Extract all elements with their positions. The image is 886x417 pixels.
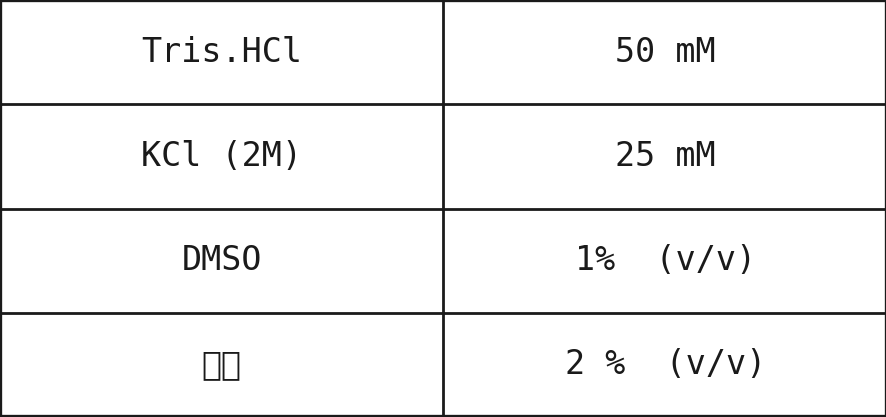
Text: DMSO: DMSO	[182, 244, 261, 277]
Text: 2 %  (v/v): 2 % (v/v)	[564, 348, 765, 382]
Text: 50 mM: 50 mM	[614, 35, 715, 69]
Text: KCl (2M): KCl (2M)	[141, 140, 302, 173]
Text: Tris.HCl: Tris.HCl	[141, 35, 302, 69]
Text: 25 mM: 25 mM	[614, 140, 715, 173]
Text: 甘油: 甘油	[201, 348, 242, 382]
Text: 1%  (v/v): 1% (v/v)	[574, 244, 755, 277]
